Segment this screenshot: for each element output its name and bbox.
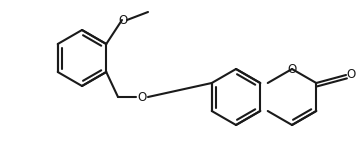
- Text: O: O: [118, 14, 127, 26]
- Text: O: O: [137, 91, 147, 103]
- Text: O: O: [287, 63, 297, 75]
- Text: O: O: [347, 67, 355, 81]
